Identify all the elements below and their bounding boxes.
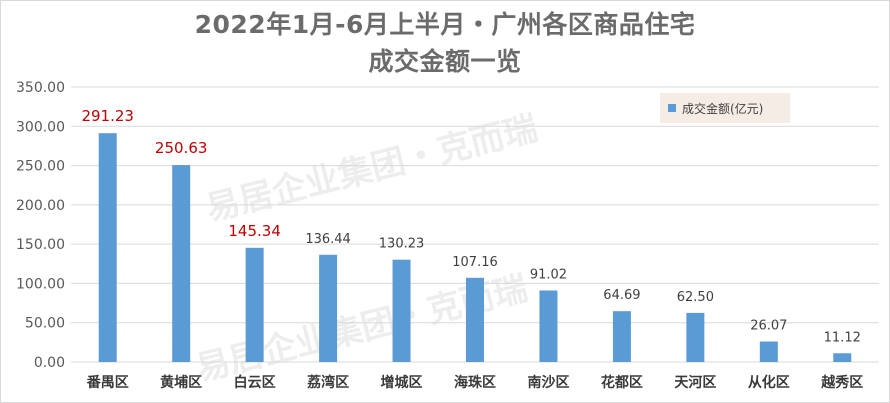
data-label: 64.69 <box>603 288 640 303</box>
bar <box>392 259 411 362</box>
x-tick-label: 白云区 <box>234 374 276 391</box>
bar <box>98 133 117 362</box>
legend-label: 成交金额(亿元) <box>682 101 764 116</box>
chart-title: 2022年1月-6月上半月・广州各区商品住宅 <box>194 10 696 39</box>
data-label: 91.02 <box>530 267 567 282</box>
x-tick-label: 增城区 <box>381 374 423 391</box>
x-tick-label: 花都区 <box>601 374 643 391</box>
data-label: 145.34 <box>228 222 281 240</box>
data-label: 62.50 <box>677 290 714 305</box>
chart-subtitle: 成交金额一览 <box>368 47 522 76</box>
bar <box>245 247 264 362</box>
legend: 成交金额(亿元) <box>660 93 790 123</box>
bar <box>319 254 338 362</box>
data-label: 291.23 <box>81 107 134 125</box>
bar <box>172 165 191 362</box>
x-tick-label: 越秀区 <box>820 374 863 391</box>
y-tick-label: 200.00 <box>16 198 65 214</box>
bar <box>759 341 778 362</box>
bar <box>466 277 484 362</box>
data-label: 250.63 <box>155 139 208 157</box>
x-tick-label: 海珠区 <box>454 374 496 391</box>
data-label: 26.07 <box>750 319 787 334</box>
data-label: 11.12 <box>824 330 861 345</box>
y-tick-label: 300.00 <box>16 119 65 135</box>
y-tick-label: 0.00 <box>34 355 65 371</box>
bar <box>612 311 631 362</box>
data-label: 130.23 <box>379 237 425 252</box>
data-label: 136.44 <box>305 232 351 247</box>
x-tick-label: 番禺区 <box>86 374 129 391</box>
x-tick-label: 天河区 <box>674 374 716 391</box>
x-tick-label: 荔湾区 <box>306 374 349 391</box>
y-tick-label: 250.00 <box>16 159 65 175</box>
x-tick-label: 南沙区 <box>527 374 569 391</box>
y-tick-label: 350.00 <box>16 80 65 96</box>
bar <box>539 290 558 362</box>
data-label: 107.16 <box>452 255 498 270</box>
y-tick-label: 150.00 <box>16 237 65 253</box>
x-tick-label: 黄埔区 <box>160 374 202 391</box>
legend-swatch <box>668 104 676 112</box>
y-tick-label: 100.00 <box>16 276 65 292</box>
bar <box>833 353 852 362</box>
bar <box>686 312 705 362</box>
x-tick-label: 从化区 <box>748 374 790 391</box>
y-tick-label: 50.00 <box>25 316 65 332</box>
